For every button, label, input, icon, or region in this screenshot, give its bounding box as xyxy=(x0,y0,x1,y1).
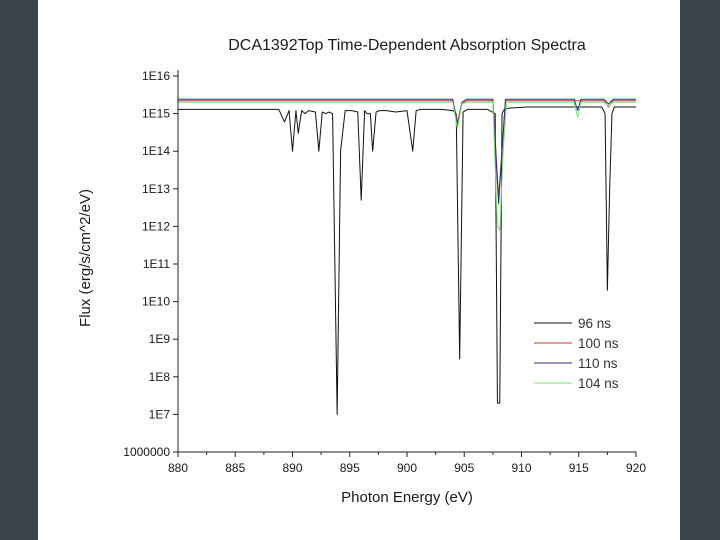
x-tick-label: 920 xyxy=(626,461,646,475)
y-tick-label: 1E12 xyxy=(142,219,170,233)
x-tick-label: 915 xyxy=(569,461,589,475)
x-tick-label: 890 xyxy=(282,461,302,475)
x-tick-label: 910 xyxy=(511,461,531,475)
x-tick-label: 900 xyxy=(397,461,417,475)
legend-label-0: 96 ns xyxy=(578,316,611,331)
y-tick-label: 1E8 xyxy=(149,370,171,384)
legend-label-2: 110 ns xyxy=(578,356,618,371)
y-tick-label: 1E13 xyxy=(142,182,170,196)
x-tick-label: 880 xyxy=(168,461,188,475)
y-tick-label: 1E11 xyxy=(143,257,170,271)
x-tick-label: 905 xyxy=(454,461,474,475)
series-line-3 xyxy=(178,101,636,231)
y-tick-label: 1E15 xyxy=(142,107,170,121)
y-tick-label: 1E16 xyxy=(142,69,170,83)
spectra-chart: DCA1392Top Time-Dependent Absorption Spe… xyxy=(77,37,646,506)
x-tick-label: 885 xyxy=(225,461,245,475)
x-axis-label: Photon Energy (eV) xyxy=(341,489,473,506)
y-axis-label: Flux (erg/s/cm^2/eV) xyxy=(77,189,94,327)
y-tick-label: 1E14 xyxy=(142,144,170,158)
y-tick-label: 1E10 xyxy=(142,295,170,309)
slide-background: DCA1392Top Time-Dependent Absorption Spe… xyxy=(38,0,680,540)
legend-label-3: 104 ns xyxy=(578,376,619,391)
y-tick-label: 1000000 xyxy=(123,445,170,459)
series-line-0 xyxy=(178,106,636,415)
y-tick-label: 1E7 xyxy=(149,407,171,421)
plot-area xyxy=(177,70,636,453)
x-axis: 880 885 890 895 900 905 910 915 920 xyxy=(168,452,646,475)
legend-label-1: 100 ns xyxy=(578,336,619,351)
y-axis: 1000000 1E7 1E8 1E9 1E10 1E11 1E12 1E13 1E14 1E15… xyxy=(123,69,178,459)
legend: 96 ns 100 ns 110 ns 104 ns xyxy=(534,316,619,391)
x-tick-label: 895 xyxy=(340,461,360,475)
y-tick-label: 1E9 xyxy=(149,332,171,346)
chart-title: DCA1392Top Time-Dependent Absorption Spe… xyxy=(228,37,586,54)
series-line-1 xyxy=(178,100,636,198)
series-line-2 xyxy=(178,98,636,205)
